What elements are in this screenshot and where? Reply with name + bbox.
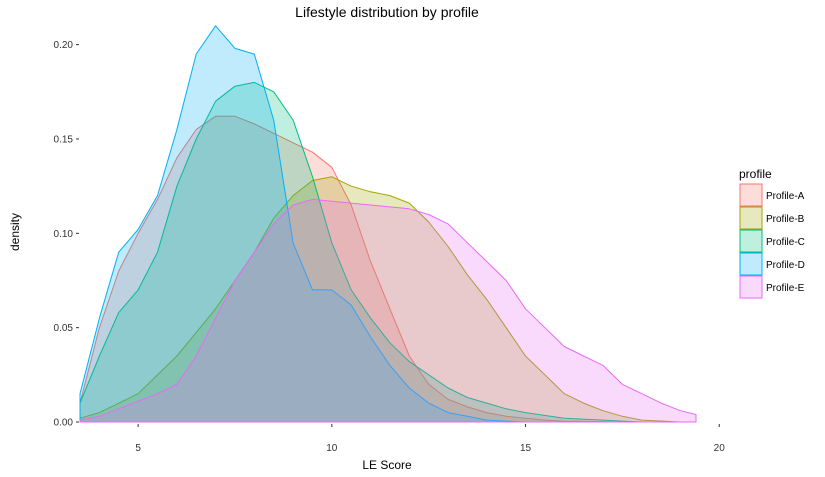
legend-item-profile-c: Profile-C bbox=[739, 229, 805, 253]
legend-title: profile bbox=[739, 167, 772, 181]
density-area-profile-b bbox=[79, 176, 681, 423]
legend-label: Profile-D bbox=[766, 260, 805, 271]
y-tick-label: 0.00 bbox=[54, 418, 74, 429]
y-axis: 0.00 0.05 0.10 0.15 0.20 bbox=[54, 40, 79, 429]
x-tick-label: 5 bbox=[135, 443, 141, 454]
legend-swatch bbox=[739, 275, 763, 299]
chart-title: Lifestyle distribution by profile bbox=[295, 4, 479, 20]
y-axis-title: density bbox=[8, 213, 22, 251]
x-tick-label: 20 bbox=[714, 443, 726, 454]
density-area-profile-a bbox=[79, 115, 681, 423]
legend-swatch bbox=[739, 183, 763, 207]
x-tick-label: 15 bbox=[520, 443, 532, 454]
legend-item-profile-e: Profile-E bbox=[739, 275, 805, 299]
legend-label: Profile-A bbox=[766, 191, 805, 202]
legend-item-profile-a: Profile-A bbox=[739, 183, 805, 207]
y-tick-label: 0.10 bbox=[54, 229, 74, 240]
legend: profile Profile-AProfile-BProfile-CProfi… bbox=[739, 167, 805, 299]
density-area-profile-c bbox=[79, 81, 681, 423]
legend-label: Profile-B bbox=[766, 214, 805, 225]
y-tick-label: 0.05 bbox=[54, 323, 74, 334]
legend-item-profile-d: Profile-D bbox=[739, 252, 805, 276]
y-tick-label: 0.20 bbox=[54, 40, 74, 51]
legend-swatch bbox=[739, 229, 763, 253]
legend-label: Profile-E bbox=[766, 283, 805, 294]
x-axis-title: LE Score bbox=[362, 458, 412, 472]
x-axis: 5 10 15 20 bbox=[135, 424, 725, 454]
legend-item-profile-b: Profile-B bbox=[739, 206, 805, 230]
x-tick-label: 10 bbox=[326, 443, 338, 454]
density-area-profile-e bbox=[79, 198, 697, 423]
legend-swatch bbox=[739, 252, 763, 276]
y-tick-label: 0.15 bbox=[54, 134, 74, 145]
legend-label: Profile-C bbox=[766, 237, 805, 248]
legend-items: Profile-A Profile-B Profile-C Profile-D Prof… bbox=[739, 183, 805, 299]
plot-area bbox=[79, 25, 697, 423]
legend-swatch bbox=[739, 206, 763, 230]
